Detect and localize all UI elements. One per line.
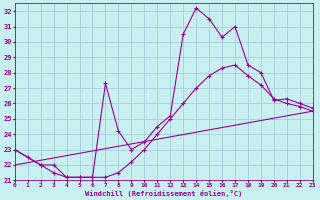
X-axis label: Windchill (Refroidissement éolien,°C): Windchill (Refroidissement éolien,°C)	[85, 190, 242, 197]
